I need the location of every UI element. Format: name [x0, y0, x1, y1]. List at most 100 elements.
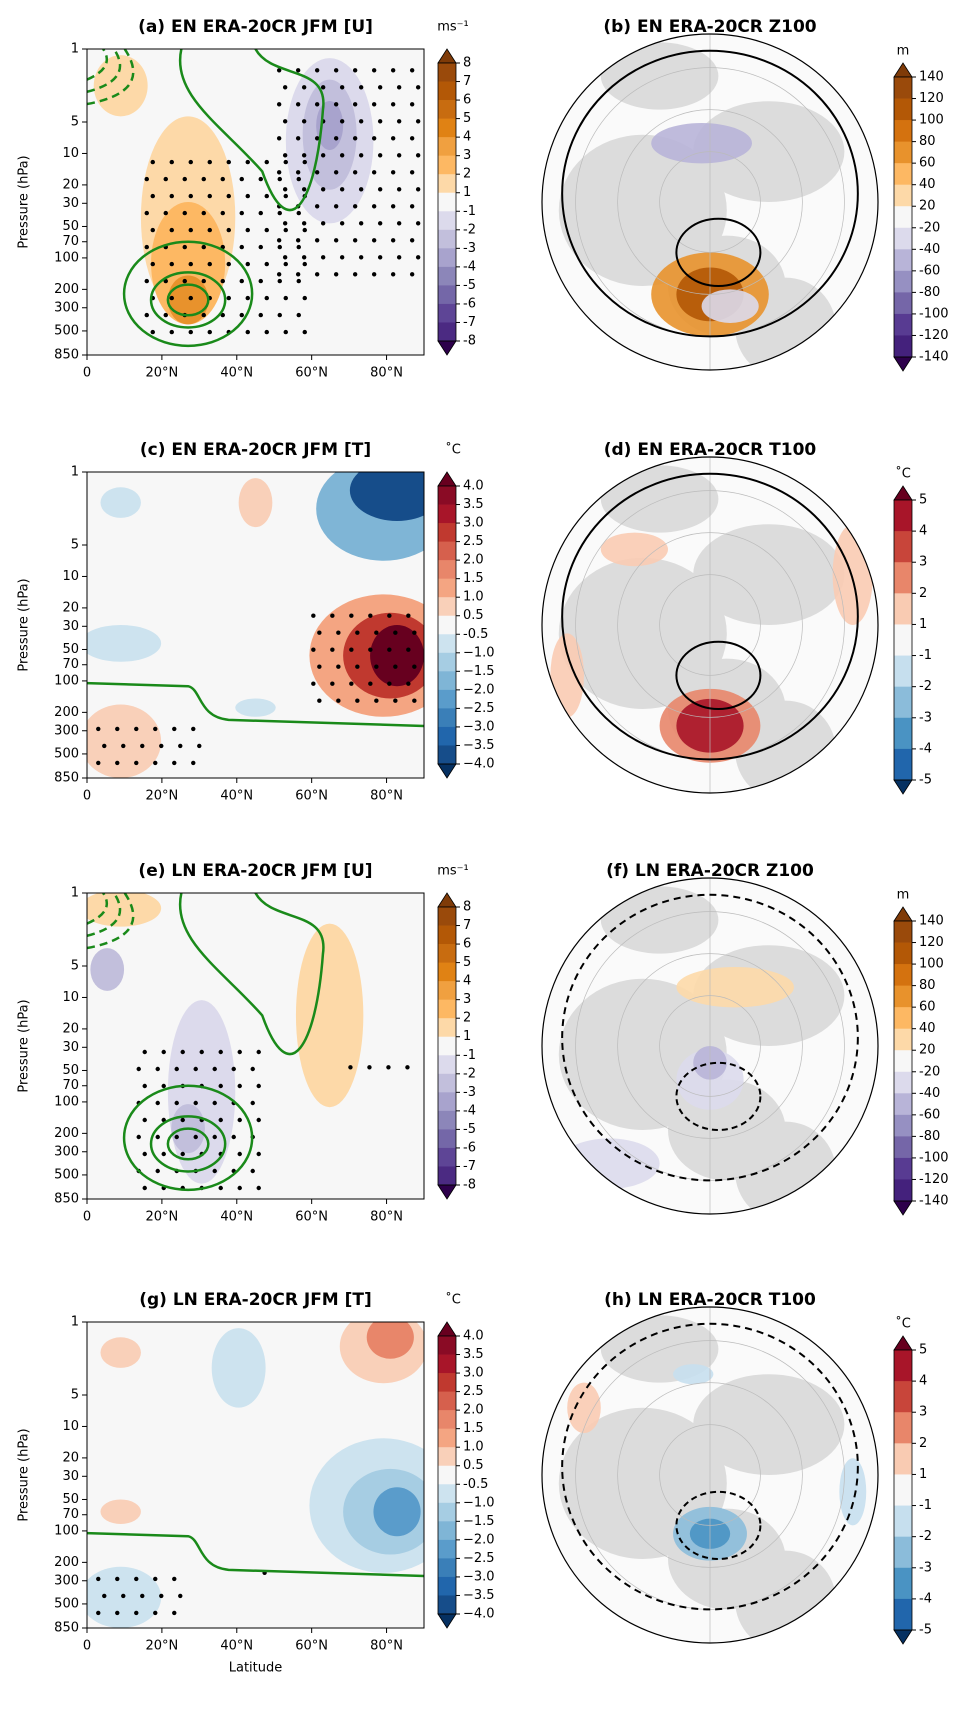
plot-area	[87, 893, 424, 1199]
stipple	[264, 295, 269, 301]
colorbar-segment	[438, 1410, 456, 1430]
y-tick-label: 1	[71, 465, 79, 480]
stipple	[191, 760, 196, 766]
colorbar-tick-label: -140	[919, 350, 949, 365]
colorbar-tick-label: 4	[463, 130, 471, 145]
stipple	[355, 698, 360, 703]
colorbar-segment	[894, 921, 912, 943]
y-tick-label: 30	[62, 1040, 79, 1055]
colorbar-tick-label: 2.5	[463, 534, 484, 549]
stipple	[150, 159, 155, 165]
colorbar-tick-label: 6	[463, 93, 471, 108]
colorbar-segment	[894, 1474, 912, 1506]
stipple	[352, 102, 358, 107]
colorbar-tick-label: 1.5	[463, 1421, 484, 1436]
colorbar-tick-label: -100	[919, 306, 949, 321]
stipple	[339, 221, 345, 226]
stipple	[144, 278, 149, 284]
tropopause-line	[87, 681, 424, 728]
map-area	[542, 878, 878, 1214]
y-tick-label: 500	[54, 1167, 79, 1182]
colorbar-tick-label: 2	[463, 167, 471, 182]
stipple	[296, 244, 301, 250]
stipple	[218, 1185, 223, 1191]
colorbar-tick-label: -3	[919, 710, 932, 725]
stipple	[296, 176, 301, 182]
stipple	[302, 159, 307, 165]
stipple	[245, 261, 250, 267]
stipple	[409, 272, 415, 277]
stipple	[150, 329, 155, 335]
stipple	[415, 221, 421, 226]
colorbar-segment	[894, 1071, 912, 1094]
colorbar-segment	[438, 578, 456, 598]
stipple	[371, 68, 377, 73]
colorbar-tick-label: -0.5	[463, 1477, 488, 1492]
stipple	[349, 613, 354, 618]
stipple	[406, 647, 411, 652]
stipple	[161, 1083, 166, 1089]
x-tick-label: 60°N	[295, 366, 328, 381]
stipple	[102, 743, 107, 749]
stipple	[314, 136, 320, 141]
stipple	[169, 329, 174, 335]
stipple	[115, 1576, 120, 1582]
colorbar-segment	[438, 229, 456, 249]
stipple	[348, 1065, 353, 1070]
colorbar-segment	[438, 303, 456, 323]
colorbar-tick-label: 2	[463, 1011, 471, 1026]
stipple	[212, 1100, 217, 1106]
panel-title: (e) LN ERA-20CR JFM [U]	[138, 861, 372, 881]
y-tick-label: 5	[71, 1388, 79, 1403]
shading	[295, 923, 364, 1108]
shading	[676, 967, 794, 1008]
colorbar-tick-label: 2.0	[463, 553, 484, 568]
stipple	[409, 136, 415, 141]
shading	[600, 532, 669, 567]
colorbar-segment	[894, 717, 912, 750]
x-tick-label: 0	[83, 1210, 91, 1225]
colorbar-segment	[438, 1521, 456, 1541]
y-tick-label: 50	[62, 219, 79, 234]
contour-line	[166, 283, 210, 317]
stipple	[245, 193, 250, 199]
contour-line-dashed	[87, 49, 122, 94]
colorbar-tick-label: 5	[463, 955, 471, 970]
stipple	[406, 681, 411, 686]
plot-frame	[86, 1321, 425, 1629]
colorbar-segment	[438, 708, 456, 728]
y-tick-label: 500	[54, 1596, 79, 1611]
colorbar-segment	[438, 1484, 456, 1504]
colorbar-tick-label: 8	[463, 56, 471, 71]
colorbar-segment	[438, 192, 456, 212]
stipple	[237, 1185, 242, 1191]
stipple	[405, 1065, 410, 1070]
stipple	[390, 272, 396, 277]
colorbar-tick-label: -140	[919, 1194, 949, 1209]
colorbar-tick-label: 1	[463, 1029, 471, 1044]
y-tick-label: 20	[62, 1021, 79, 1036]
stipple	[390, 170, 396, 175]
colorbar-segment	[438, 504, 456, 524]
stipple	[371, 272, 377, 277]
stipple	[207, 329, 212, 335]
colorbar-extension	[893, 62, 913, 78]
stipple	[250, 1066, 255, 1072]
colorbar-tick-label: -80	[919, 1129, 940, 1144]
stipple	[226, 159, 231, 165]
colorbar-label: m	[897, 888, 910, 903]
stipple	[301, 187, 307, 192]
colorbar-tick-label: 1	[919, 1467, 927, 1482]
y-tick-label: 50	[62, 1063, 79, 1078]
stipple	[336, 698, 341, 703]
stipple	[390, 102, 396, 107]
colorbar-segment	[894, 120, 912, 143]
colorbar-tick-label: -20	[919, 220, 940, 235]
colorbar-tick-label: -2	[463, 1066, 476, 1081]
colorbar-segment	[894, 313, 912, 336]
panel-title: (g) LN ERA-20CR JFM [T]	[139, 1290, 372, 1310]
contour-line	[675, 640, 762, 711]
stipple	[193, 1066, 198, 1072]
colorbar-tick-label: 4.0	[463, 1329, 484, 1344]
